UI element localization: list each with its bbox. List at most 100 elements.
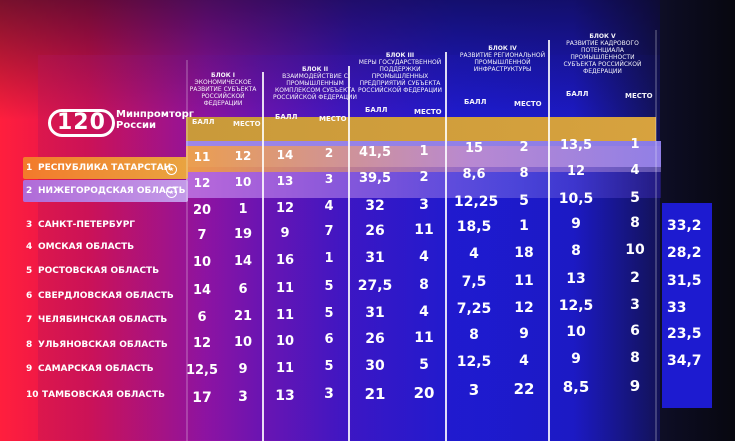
block-description: ВЗАИМОДЕЙСТВИЕ С ПРОМЫШЛЕННЫМ КОМПЛЕКСОМ… xyxy=(272,73,358,101)
score-cell: 12,5 xyxy=(558,298,594,315)
place-cell: 8 xyxy=(419,277,429,293)
place-cell: 4 xyxy=(419,249,429,265)
place-header: МЕСТО xyxy=(414,108,442,116)
block-header-1: БЛОК I ЭКОНОМИЧЕСКОЕ РАЗВИТИЕ СУБЪЕКТА РО… xyxy=(188,72,258,107)
place-cell: 10 xyxy=(234,174,252,189)
place-cell: 5 xyxy=(324,306,334,322)
rank-number: 4 xyxy=(26,242,33,252)
score-cell: 10 xyxy=(275,333,295,349)
extra-score-cell: 33 xyxy=(667,300,687,316)
place-cell: 10 xyxy=(233,334,253,350)
score-cell: 41,5 xyxy=(358,145,392,161)
score-cell: 8,6 xyxy=(462,166,486,182)
logo-line-1: Минпромторг xyxy=(116,109,195,120)
extra-score-cell: 28,2 xyxy=(667,245,702,261)
score-cell: 12,5 xyxy=(456,353,492,370)
score-cell: 12 xyxy=(193,176,211,190)
score-cell: 13,5 xyxy=(559,138,593,154)
score-cell: 8 xyxy=(469,326,479,343)
highlight-row-1 xyxy=(186,146,661,172)
place-cell: 11 xyxy=(414,222,434,238)
place-cell: 6 xyxy=(630,323,640,340)
score-header: БАЛЛ xyxy=(566,90,589,98)
rank-number: 10 xyxy=(26,390,39,400)
place-cell: 22 xyxy=(513,379,535,398)
place-cell: 14 xyxy=(233,253,253,269)
column-divider xyxy=(655,30,657,441)
score-cell: 9 xyxy=(571,216,581,233)
place-cell: 3 xyxy=(324,386,334,403)
place-cell: 12 xyxy=(514,299,534,316)
place-cell: 20 xyxy=(413,384,435,402)
score-cell: 20 xyxy=(192,203,212,218)
place-cell: 5 xyxy=(519,192,529,209)
score-cell: 4 xyxy=(469,245,479,262)
score-cell: 30 xyxy=(365,358,385,375)
block-header-2: БЛОК II ВЗАИМОДЕЙСТВИЕ С ПРОМЫШЛЕННЫМ КОМ… xyxy=(270,66,360,101)
place-cell: 1 xyxy=(238,201,248,217)
rank-number: 6 xyxy=(26,291,33,301)
place-cell: 1 xyxy=(419,144,429,159)
score-cell: 9 xyxy=(571,351,581,368)
place-cell: 2 xyxy=(519,139,529,155)
score-cell: 12 xyxy=(275,200,295,216)
place-header: МЕСТО xyxy=(319,115,347,123)
place-cell: 1 xyxy=(630,137,640,153)
place-cell: 4 xyxy=(519,352,529,369)
place-cell: 3 xyxy=(419,197,429,213)
place-cell: 19 xyxy=(233,226,253,242)
place-cell: 4 xyxy=(419,304,429,320)
extra-score-cell: 34,7 xyxy=(667,353,702,369)
place-cell: 2 xyxy=(630,270,640,287)
rank-number: 9 xyxy=(26,364,33,374)
region-bar-1 xyxy=(23,157,188,179)
place-cell: 3 xyxy=(238,388,248,405)
score-cell: 13 xyxy=(566,271,586,288)
place-header: МЕСТО xyxy=(625,92,653,100)
score-cell: 12 xyxy=(192,336,212,351)
region-name: САМАРСКАЯ ОБЛАСТЬ xyxy=(38,364,154,374)
block-title: БЛОК II xyxy=(301,66,329,73)
score-cell: 12,25 xyxy=(454,193,499,210)
place-cell: 5 xyxy=(630,190,640,207)
logo-line-2: России xyxy=(116,120,157,131)
place-cell: 9 xyxy=(629,377,641,396)
score-cell: 32 xyxy=(365,198,385,215)
rank-number: 5 xyxy=(26,266,33,276)
block-description: ЭКОНОМИЧЕСКОЕ РАЗВИТИЕ СУБЪЕКТА РОССИЙСК… xyxy=(189,79,257,107)
score-cell: 18,5 xyxy=(456,218,492,235)
block-description: МЕРЫ ГОСУДАРСТВЕННОЙ ПОДДЕРЖКИ ПРОМЫШЛЕН… xyxy=(357,59,443,94)
region-name: ТАМБОВСКАЯ ОБЛАСТЬ xyxy=(42,390,165,400)
score-cell: 8 xyxy=(571,243,581,260)
score-cell: 7,5 xyxy=(461,273,487,290)
place-header: МЕСТО xyxy=(514,100,542,108)
place-cell: 2 xyxy=(419,170,429,185)
place-cell: 12 xyxy=(234,148,252,163)
block-title: БЛОК IV xyxy=(488,45,517,52)
score-cell: 7 xyxy=(197,228,207,243)
score-header: БАЛЛ xyxy=(192,118,215,126)
top-shade xyxy=(0,0,735,120)
extra-score-cell: 23,5 xyxy=(667,326,702,342)
block-description: РАЗВИТИЕ КАДРОВОГО ПОТЕНЦИАЛА ПРОМЫШЛЕНН… xyxy=(563,40,642,75)
score-cell: 11 xyxy=(275,360,295,376)
place-cell: 4 xyxy=(324,199,334,215)
place-cell: 8 xyxy=(519,165,529,181)
block-title: БЛОК I xyxy=(211,72,235,79)
place-cell: 5 xyxy=(324,359,334,375)
score-cell: 16 xyxy=(275,252,295,268)
place-cell: 1 xyxy=(519,217,529,234)
score-cell: 10 xyxy=(566,324,586,341)
region-name: САНКТ-ПЕТЕРБУРГ xyxy=(38,220,136,230)
place-cell: 7 xyxy=(324,224,334,240)
place-cell: 3 xyxy=(324,172,334,187)
region-name: СВЕРДЛОВСКАЯ ОБЛАСТЬ xyxy=(38,291,174,301)
score-cell: 31 xyxy=(365,305,385,322)
score-cell: 12 xyxy=(566,164,586,180)
logo: 120 Минпромторг России xyxy=(38,95,194,155)
rank-number: 8 xyxy=(26,340,33,350)
score-cell: 39,5 xyxy=(358,171,392,187)
place-cell: 18 xyxy=(514,244,534,261)
region-name: ЧЕЛЯБИНСКАЯ ОБЛАСТЬ xyxy=(38,315,168,325)
